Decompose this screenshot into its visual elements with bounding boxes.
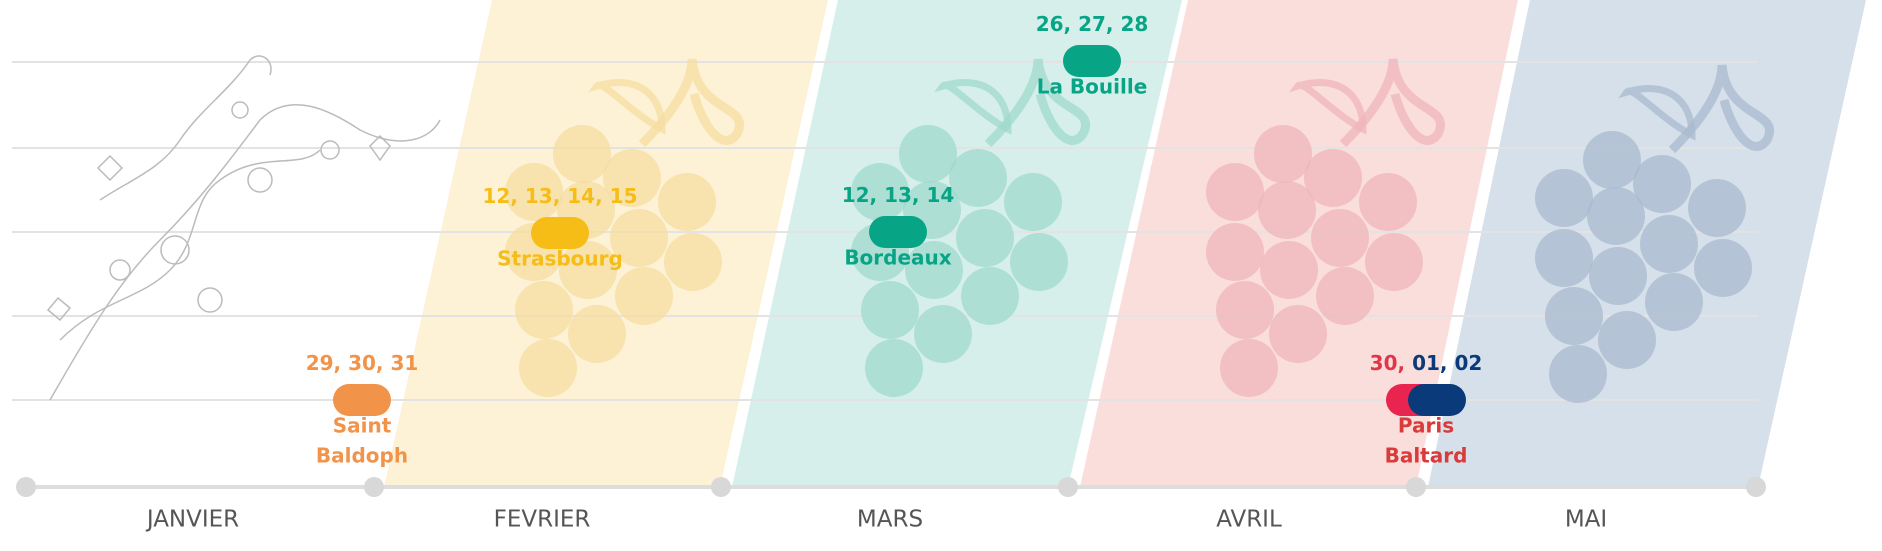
grape	[899, 125, 957, 183]
grape-leaf	[588, 79, 666, 135]
grape	[1365, 233, 1423, 291]
event-dates: 12, 13, 14	[842, 183, 955, 207]
event-label: Strasbourg	[497, 247, 623, 271]
grape	[1640, 215, 1698, 273]
event-pill	[1408, 384, 1466, 416]
grape	[865, 339, 923, 397]
grape	[603, 149, 661, 207]
month-label: MAI	[1565, 507, 1607, 533]
month-label: FEVRIER	[494, 507, 591, 533]
grape-decorations	[505, 58, 1774, 403]
grape	[1254, 125, 1312, 183]
event: 12, 13, 14, 15 Strasbourg	[482, 184, 637, 271]
grape	[1549, 345, 1607, 403]
grape	[1535, 229, 1593, 287]
grape	[914, 305, 972, 363]
event-pill	[869, 216, 927, 248]
grape	[505, 163, 563, 221]
grape-leaf	[934, 79, 1012, 135]
date-part: 12, 13, 14, 15	[482, 184, 637, 208]
grape	[1206, 163, 1264, 221]
grape	[559, 241, 617, 299]
event: 12, 13, 14 Bordeaux	[842, 183, 955, 270]
event-label: Saint	[333, 414, 392, 438]
event-label: Bordeaux	[844, 246, 951, 270]
grape	[1220, 339, 1278, 397]
grape	[956, 209, 1014, 267]
grape-stem	[1339, 58, 1445, 148]
event-dates: 12, 13, 14, 15	[482, 184, 637, 208]
grape	[1304, 149, 1362, 207]
event-pill	[531, 217, 589, 249]
month-labels: JANVIER FEVRIER MARS AVRIL MAI	[145, 507, 1607, 533]
month-label: AVRIL	[1216, 507, 1282, 533]
axis-dots	[16, 477, 1766, 497]
event: 26, 27, 28 La Bouille	[1036, 12, 1149, 99]
grape	[1359, 173, 1417, 231]
event-dates: 29, 30, 31	[306, 351, 419, 375]
grape-leaf	[1289, 79, 1367, 135]
grape	[1311, 209, 1369, 267]
grape	[1688, 179, 1746, 237]
event-label: La Bouille	[1037, 75, 1148, 99]
event: 30, 01, 02 Paris Baltard	[1370, 351, 1483, 468]
grape	[1633, 155, 1691, 213]
grape	[615, 267, 673, 325]
event: 29, 30, 31 Saint Baldoph	[306, 351, 419, 468]
grape	[1216, 281, 1274, 339]
event-dates: 30, 01, 02	[1370, 351, 1483, 375]
grape	[610, 209, 668, 267]
grape	[515, 281, 573, 339]
month-label: JANVIER	[145, 507, 239, 533]
date-part: 30,	[1370, 351, 1405, 375]
grape	[1316, 267, 1374, 325]
event-label: Baldoph	[316, 444, 408, 468]
event-pill	[1063, 45, 1121, 77]
grape	[1535, 169, 1593, 227]
grape	[851, 163, 909, 221]
grape	[949, 149, 1007, 207]
grape	[1645, 273, 1703, 331]
grape	[861, 281, 919, 339]
grape	[1694, 239, 1752, 297]
grape	[961, 267, 1019, 325]
grape	[658, 173, 716, 231]
grape-stem	[984, 58, 1090, 148]
event-pill	[333, 384, 391, 416]
event-dates: 26, 27, 28	[1036, 12, 1149, 36]
date-part: 26, 27, 28	[1036, 12, 1149, 36]
date-part: 29, 30, 31	[306, 351, 419, 375]
grape	[664, 233, 722, 291]
grape	[1258, 181, 1316, 239]
grape	[1545, 287, 1603, 345]
grape	[1587, 187, 1645, 245]
date-part: 12, 13, 14	[842, 183, 955, 207]
grape	[1583, 131, 1641, 189]
grape	[1010, 233, 1068, 291]
grape	[519, 339, 577, 397]
band-fevrier	[384, 0, 828, 487]
grape	[1598, 311, 1656, 369]
grape	[1206, 223, 1264, 281]
date-part: 01, 02	[1412, 351, 1482, 375]
grape	[1269, 305, 1327, 363]
grape-stem	[1668, 64, 1774, 154]
grape	[553, 125, 611, 183]
event-label: Paris	[1398, 414, 1454, 438]
event-label: Baltard	[1385, 444, 1468, 468]
grape	[1589, 247, 1647, 305]
grape	[1004, 173, 1062, 231]
grape	[905, 241, 963, 299]
month-label: MARS	[857, 507, 923, 533]
grape-leaf	[1618, 85, 1696, 141]
grape	[1260, 241, 1318, 299]
grape	[568, 305, 626, 363]
ornament	[46, 55, 441, 401]
events: 29, 30, 31 Saint Baldoph 12, 13, 14, 15 Stra…	[306, 12, 1483, 468]
grape-stem	[638, 58, 744, 148]
